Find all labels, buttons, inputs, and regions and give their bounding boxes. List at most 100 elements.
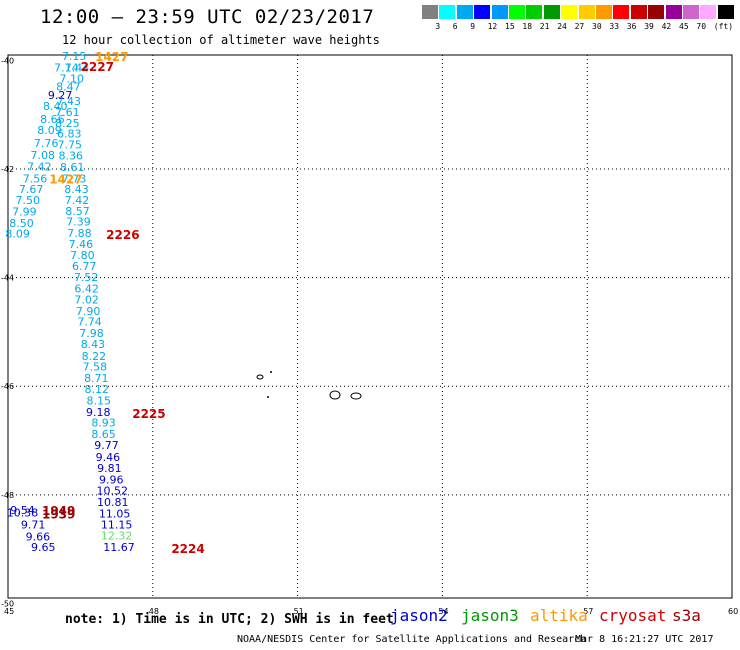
swh-value: 10.52	[97, 484, 129, 497]
swh-value: 7.52	[74, 271, 99, 284]
colorbar-swatch	[596, 5, 612, 19]
satellite-legend-s3a: s3a	[672, 606, 701, 625]
swh-value: 8.22	[82, 350, 107, 363]
swh-value: 9.54	[10, 504, 35, 517]
colorbar-label: 42	[661, 22, 672, 31]
y-tick-label: -44	[1, 274, 14, 283]
pass-time-label: 2227	[81, 60, 114, 74]
swh-value: 7.74	[77, 316, 102, 329]
swh-value: 7.39	[66, 216, 91, 229]
swh-value: 8.43	[81, 338, 106, 351]
colorbar-label: 27	[574, 22, 585, 31]
colorbar-swatch	[578, 5, 595, 19]
colorbar-swatch	[648, 5, 665, 19]
satellite-legend-cryosat: cryosat	[599, 606, 667, 625]
swh-value: 7.08	[31, 149, 56, 162]
swh-value: 7.10	[59, 72, 84, 85]
swh-value: 7.67	[19, 183, 44, 196]
colorbar-swatch	[700, 5, 717, 19]
pass-time-label: 2225	[132, 407, 165, 421]
swh-value: 9.46	[96, 451, 121, 464]
colorbar-swatch	[422, 5, 438, 19]
colorbar-label: 6	[452, 22, 458, 31]
swh-value: 8.50	[9, 217, 34, 230]
colorbar-swatch	[509, 5, 525, 19]
swh-value: 6.77	[72, 260, 97, 273]
pass-time-label: 1939	[42, 507, 75, 521]
swh-value: 9.65	[31, 541, 56, 554]
swh-value: 11.67	[103, 541, 135, 554]
swh-value: 9.27	[48, 89, 73, 102]
generated-timestamp: Mar 8 16:21:27 UTC 2017	[575, 634, 714, 645]
pass-time-label: 2226	[106, 228, 139, 242]
chart-title: 12:00 – 23:59 UTC 02/23/2017	[40, 6, 375, 28]
island-shape	[270, 371, 272, 373]
colorbar-swatch	[456, 5, 473, 19]
colorbar-label: 15	[505, 22, 515, 31]
swh-value: 8.43	[64, 183, 89, 196]
swh-value: 9.96	[99, 474, 124, 487]
swh-value: 7.02	[74, 293, 99, 306]
pass-time-label: 1427	[49, 172, 82, 186]
pass-time-label: 1949	[42, 504, 75, 518]
credit-text: NOAA/NESDIS Center for Satellite Applica…	[237, 634, 587, 645]
swh-value: 7.99	[12, 205, 37, 218]
satellite-legend-jason2: jason2	[390, 606, 448, 625]
colorbar-swatch	[491, 5, 508, 19]
colorbar-swatch	[630, 5, 647, 19]
swh-value: 10.38	[7, 507, 39, 520]
swh-value: 8.36	[58, 149, 83, 162]
swh-value: 7.58	[83, 361, 108, 374]
y-tick-label: -46	[1, 382, 14, 391]
colorbar-label: 3	[435, 22, 441, 31]
swh-value: 8.09	[37, 124, 62, 137]
swh-value: 7.98	[79, 327, 104, 340]
swh-value: 7.44	[65, 61, 90, 74]
swh-value: 8.25	[55, 117, 80, 130]
colorbar-swatch	[717, 5, 734, 19]
swh-value: 7.73	[62, 172, 87, 185]
colorbar-swatch	[613, 5, 630, 19]
y-tick-label: -42	[1, 165, 14, 174]
swh-value: 8.93	[91, 417, 116, 430]
units-note: note: 1) Time is in UTC; 2) SWH is in fe…	[65, 612, 394, 627]
swh-value: 7.14	[54, 61, 79, 74]
colorbar-swatch	[665, 5, 682, 19]
pass-time-label: 1427	[95, 50, 128, 64]
swh-value: 8.65	[91, 428, 116, 441]
swh-value: 7.76	[34, 137, 59, 150]
swh-value: 8.09	[5, 228, 30, 241]
colorbar-swatch	[439, 5, 456, 19]
swh-value: 7.15	[62, 50, 87, 63]
x-tick-label: 54	[438, 607, 448, 616]
swh-value: 7.42	[65, 194, 90, 207]
swh-value: 7.75	[58, 139, 83, 152]
colorbar-label: 24	[557, 22, 567, 31]
swh-value: 8.61	[60, 161, 85, 174]
x-tick-label: 48	[149, 607, 159, 616]
x-tick-label: 57	[583, 607, 593, 616]
swh-value: 7.56	[23, 172, 48, 185]
swh-value: 9.71	[21, 519, 46, 532]
swh-value: 8.57	[65, 205, 90, 218]
chart-subtitle: 12 hour collection of altimeter wave hei…	[62, 33, 380, 47]
swh-value: 7.80	[70, 249, 95, 262]
swh-value: 7.50	[16, 194, 41, 207]
colorbar-label: 36	[626, 22, 637, 31]
island-shape	[267, 396, 269, 398]
satellite-legend-jason3: jason3	[461, 606, 519, 625]
swh-value: 7.61	[55, 106, 80, 119]
colorbar-label: 30	[592, 22, 602, 31]
swh-value: 8.12	[85, 383, 110, 396]
colorbar-label: 39	[644, 22, 654, 31]
colorbar-unit: (ft)	[713, 22, 734, 31]
swh-value: 7.90	[76, 305, 101, 318]
swh-value: 8.40	[43, 100, 68, 113]
satellite-legend-altika: altika	[530, 606, 588, 625]
swh-value: 7.42	[27, 160, 52, 173]
colorbar-label: 12	[487, 22, 498, 31]
colorbar-label: 9	[470, 22, 476, 31]
swh-value: 10.81	[97, 496, 129, 509]
colorbar-swatch	[561, 5, 578, 19]
